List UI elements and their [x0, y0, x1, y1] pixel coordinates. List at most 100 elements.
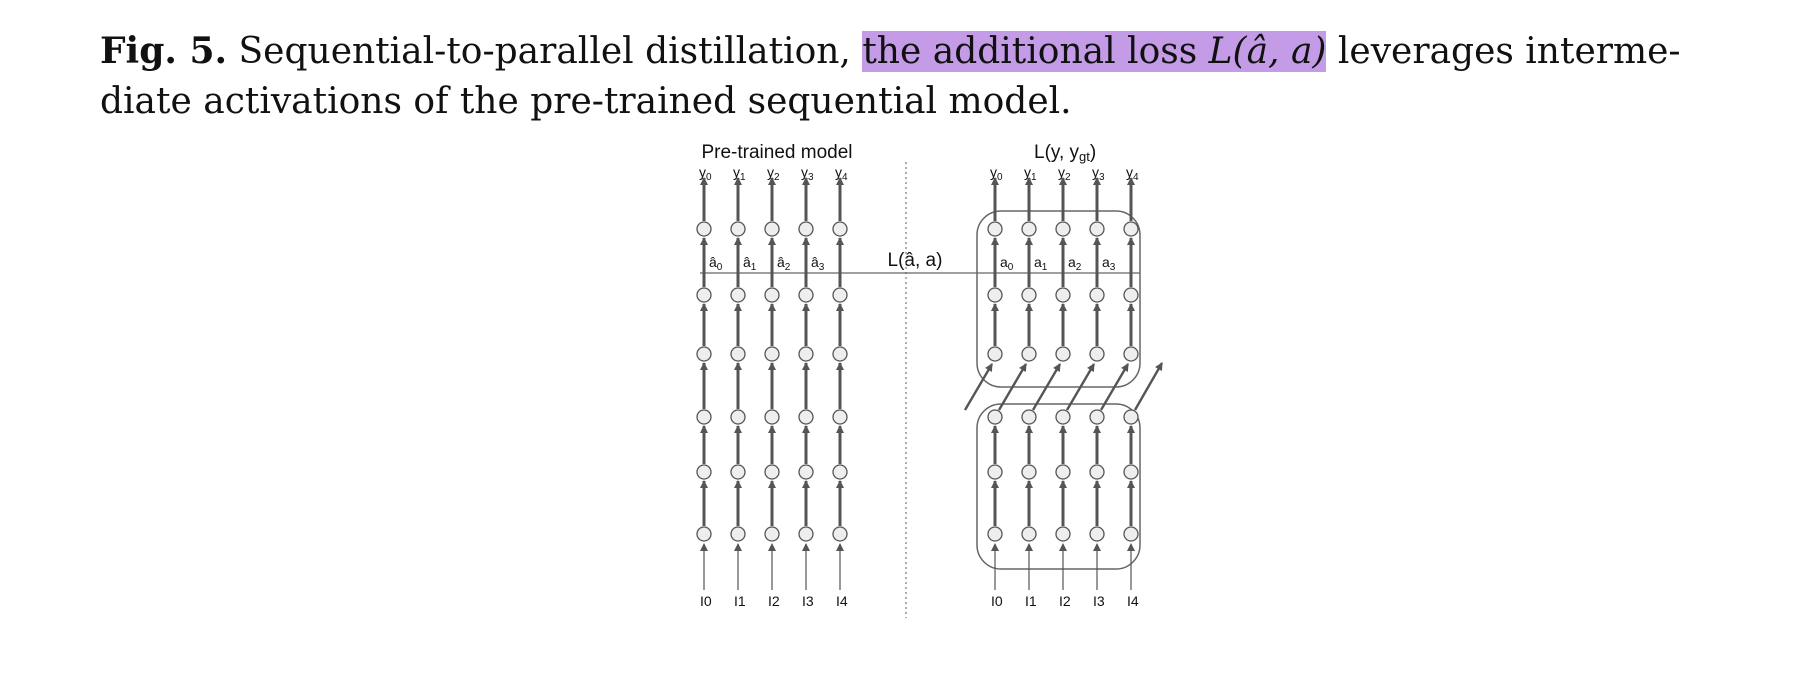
neuron-node	[832, 464, 848, 480]
input-label: I1	[1025, 593, 1037, 609]
neuron-node	[1123, 409, 1139, 425]
cross-connection-arrow	[997, 363, 1028, 411]
output-label: y4	[835, 164, 848, 183]
input-label: I2	[768, 593, 780, 609]
caption-highlight: the additional loss L(â, a)	[862, 31, 1327, 72]
caption-highlight-math: L(â, a)	[1208, 31, 1327, 72]
caption-highlight-text: the additional loss	[862, 31, 1209, 72]
activation-label: â1	[743, 254, 757, 273]
neuron-node	[1021, 409, 1037, 425]
activation-label: a1	[1034, 254, 1048, 273]
caption-text-before: Sequential-to-parallel distillation,	[227, 31, 863, 72]
input-label: I0	[991, 593, 1003, 609]
neuron-node	[1021, 464, 1037, 480]
activation-label: a3	[1102, 254, 1116, 273]
neuron-node	[798, 221, 814, 237]
neuron-node	[1021, 287, 1037, 303]
neuron-node	[832, 221, 848, 237]
neuron-node	[730, 287, 746, 303]
parallel-student-model: y0 I0 a0 y1 I1 a1 y2 I2 a2 y3 I3 a3 y4 I4	[963, 164, 1164, 609]
pretrained-sequential-model: y0 I0 â0 y1 I1 â1 y2 I2 â2 y3 I3 â3 y4 I4	[696, 164, 848, 609]
output-label: y3	[801, 164, 814, 183]
right-loss-title: L(y, ygt)	[1034, 142, 1096, 164]
neuron-node	[730, 409, 746, 425]
neuron-node	[1055, 464, 1071, 480]
input-label: I0	[700, 593, 712, 609]
cross-connection-arrow	[1065, 363, 1096, 411]
input-label: I3	[802, 593, 814, 609]
neuron-node	[1021, 221, 1037, 237]
cross-connection-arrow	[963, 363, 994, 411]
neuron-node	[1055, 526, 1071, 542]
output-label: y2	[767, 164, 780, 183]
neuron-node	[696, 464, 712, 480]
figure-caption: Fig. 5. Sequential-to-parallel distillat…	[100, 26, 1740, 127]
neuron-node	[696, 221, 712, 237]
neuron-node	[696, 346, 712, 362]
cross-connection-arrow	[1133, 362, 1164, 411]
neuron-node	[730, 526, 746, 542]
neuron-node	[1089, 221, 1105, 237]
neuron-node	[987, 526, 1003, 542]
neuron-node	[1123, 221, 1139, 237]
output-label: y2	[1058, 164, 1071, 183]
output-label: y4	[1126, 164, 1139, 183]
neuron-node	[798, 464, 814, 480]
neuron-node	[1055, 346, 1071, 362]
neuron-node	[764, 409, 780, 425]
neuron-node	[832, 287, 848, 303]
output-label: y1	[733, 164, 746, 183]
neuron-node	[832, 526, 848, 542]
neuron-node	[730, 464, 746, 480]
activation-label: â0	[709, 254, 723, 273]
neuron-node	[1123, 526, 1139, 542]
neuron-node	[1021, 526, 1037, 542]
upper-parallel-block	[976, 210, 1141, 388]
neuron-node	[798, 526, 814, 542]
neuron-node	[987, 287, 1003, 303]
input-label: I3	[1093, 593, 1105, 609]
input-label: I1	[734, 593, 746, 609]
activation-label: â3	[811, 254, 825, 273]
lower-parallel-block	[976, 403, 1141, 570]
activation-label: a2	[1068, 254, 1082, 273]
neuron-node	[730, 221, 746, 237]
neuron-node	[696, 287, 712, 303]
neuron-node	[696, 526, 712, 542]
neuron-node	[1089, 526, 1105, 542]
output-label: y1	[1024, 164, 1037, 183]
cross-connection-arrow	[1031, 363, 1062, 411]
neuron-node	[1055, 287, 1071, 303]
neuron-node	[987, 346, 1003, 362]
neuron-node	[730, 346, 746, 362]
output-label: y0	[990, 164, 1003, 183]
caption-text-after: leverages interme-diate activations of t…	[100, 31, 1681, 122]
input-label: I2	[1059, 593, 1071, 609]
neuron-node	[798, 287, 814, 303]
activation-label: â2	[777, 254, 791, 273]
neuron-node	[1123, 464, 1139, 480]
neuron-node	[1089, 464, 1105, 480]
neuron-node	[1123, 287, 1139, 303]
output-label: y0	[699, 164, 712, 183]
neuron-node	[832, 409, 848, 425]
neuron-node	[987, 464, 1003, 480]
input-label: I4	[836, 593, 848, 609]
neuron-node	[764, 346, 780, 362]
neuron-node	[987, 221, 1003, 237]
neuron-node	[1055, 409, 1071, 425]
output-label: y3	[1092, 164, 1105, 183]
neuron-node	[764, 464, 780, 480]
neuron-node	[798, 409, 814, 425]
distillation-loss-label: L(â, a)	[888, 250, 943, 271]
neuron-node	[1089, 287, 1105, 303]
left-model-title: Pre-trained model	[701, 142, 852, 163]
neuron-node	[1089, 409, 1105, 425]
figure-label: Fig. 5.	[100, 30, 228, 72]
neuron-node	[764, 221, 780, 237]
neuron-node	[764, 526, 780, 542]
neuron-node	[987, 409, 1003, 425]
input-label: I4	[1127, 593, 1139, 609]
neuron-node	[798, 346, 814, 362]
